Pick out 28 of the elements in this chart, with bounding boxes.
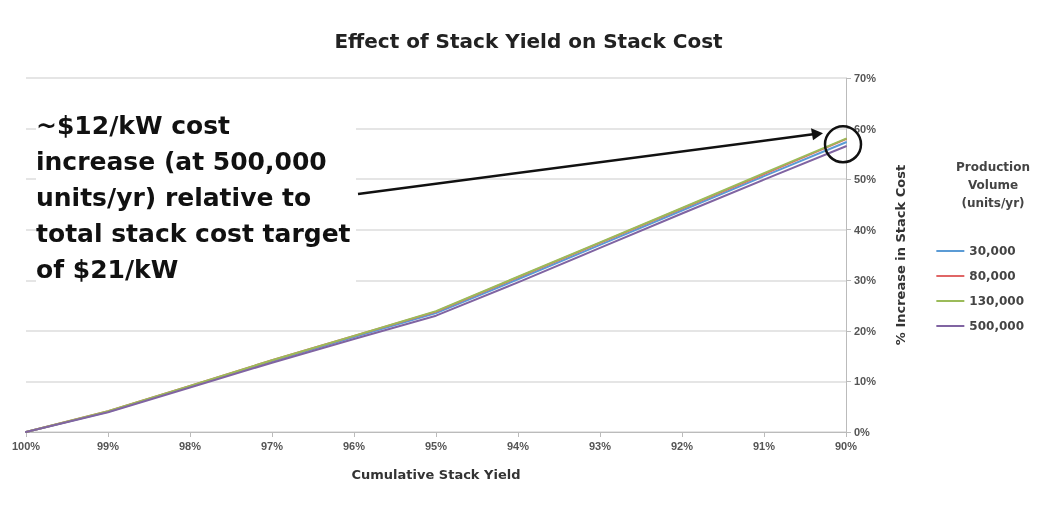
legend-label: 30,000 — [969, 244, 1016, 258]
x-tick-label: 95% — [424, 439, 448, 452]
legend-label: 500,000 — [969, 319, 1024, 333]
x-tick-label: 97% — [260, 439, 284, 452]
x-tick-label: 90% — [834, 439, 858, 452]
y-tick-label: 10% — [854, 375, 877, 388]
y-tick-label: 20% — [854, 324, 877, 337]
y-tick-label: 50% — [854, 173, 877, 186]
x-tick-label: 91% — [752, 439, 776, 452]
x-tick-label: 93% — [588, 439, 612, 452]
x-tick-label: 100% — [11, 439, 41, 452]
y-tick-label: 40% — [854, 223, 877, 236]
chart-title: Effect of Stack Yield on Stack Cost — [334, 29, 724, 53]
x-tick-label: 98% — [178, 439, 202, 452]
x-axis-title: Cumulative Stack Yield — [351, 467, 521, 482]
x-tick-label: 99% — [96, 439, 120, 452]
x-tick-label: 92% — [670, 439, 694, 452]
x-tick-label: 96% — [342, 439, 366, 452]
legend-label: 130,000 — [969, 294, 1024, 308]
y-tick-label: 30% — [854, 274, 877, 287]
y-axis-title: % Increase in Stack Cost — [893, 164, 908, 346]
y-tick-label: 70% — [854, 72, 877, 84]
legend-title: Production Volume (units/yr) — [955, 159, 1031, 212]
y-tick-label: 0% — [854, 426, 871, 438]
annotation: ~$12/kW cost increase (at 500,000 units/yr) relative to total stack cost target of $21/kW — [36, 108, 356, 288]
y-tick-label: 60% — [854, 122, 877, 135]
x-tick-label: 94% — [506, 439, 530, 452]
legend-label: 80,000 — [969, 269, 1016, 283]
